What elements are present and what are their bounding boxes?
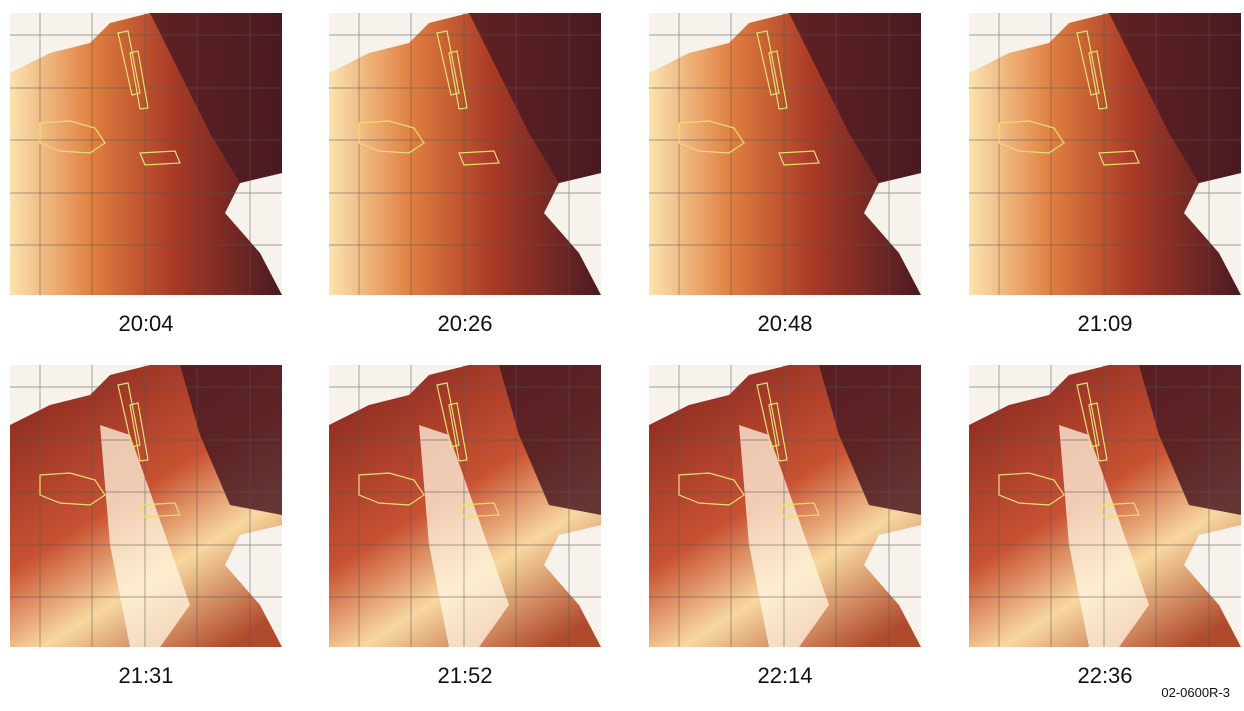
- time-label: 22:36: [1077, 663, 1132, 688]
- map-image: [329, 13, 601, 295]
- map-panel: 20:48: [649, 13, 921, 336]
- map-panel: 21:09: [969, 13, 1241, 336]
- map-image: [649, 365, 921, 647]
- map-image: [10, 365, 282, 647]
- map-panel: 21:52: [329, 365, 601, 688]
- map-panel: 20:04: [10, 13, 282, 336]
- map-image: [10, 13, 282, 295]
- time-label: 20:48: [757, 311, 812, 336]
- time-label: 22:14: [757, 663, 812, 688]
- map-panel: 22:36: [969, 365, 1241, 688]
- map-panel: 22:14: [649, 365, 921, 688]
- figure: 02-0600R-3 20:04 20:26 20:48 21:09 21:31 21:5…: [0, 0, 1244, 706]
- time-label: 21:31: [118, 663, 173, 688]
- time-label: 21:09: [1077, 311, 1132, 336]
- map-panel: 20:26: [329, 13, 601, 336]
- map-image: [649, 13, 921, 295]
- time-label: 20:04: [118, 311, 173, 336]
- page: 02-0600R-3 20:04 20:26 20:48 21:09 21:31 21:5…: [0, 0, 1244, 706]
- map-image: [329, 365, 601, 647]
- map-panel: 21:31: [10, 365, 282, 688]
- time-label: 21:52: [437, 663, 492, 688]
- map-image: [969, 13, 1241, 295]
- map-image: [969, 365, 1241, 647]
- time-label: 20:26: [437, 311, 492, 336]
- figure-id: 02-0600R-3: [1161, 685, 1230, 700]
